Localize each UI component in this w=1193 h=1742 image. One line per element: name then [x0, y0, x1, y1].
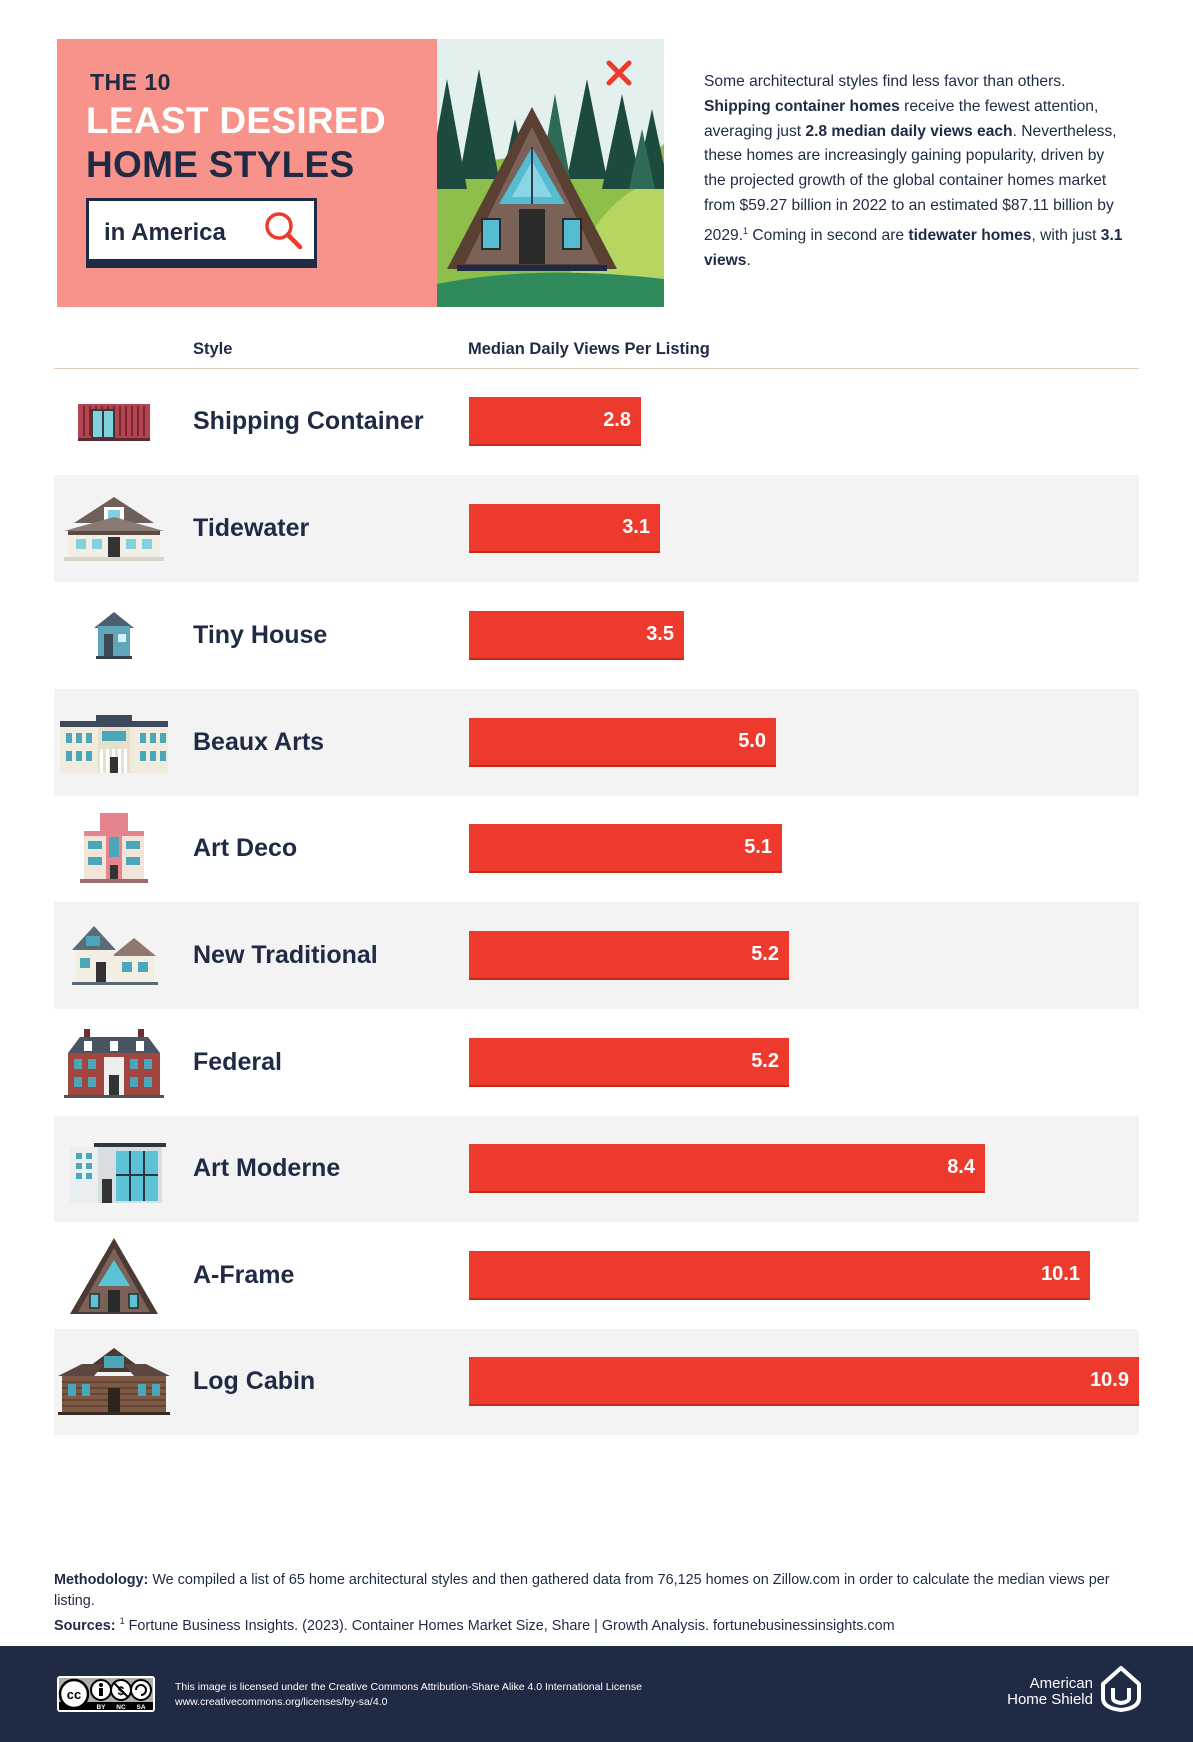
magnifier-icon — [265, 212, 303, 250]
chart-row: Art Deco 5.1 — [54, 796, 1139, 902]
footnotes: Methodology: We compiled a list of 65 ho… — [54, 1570, 1139, 1636]
bar-value-label: 3.5 — [646, 623, 674, 645]
chart-bar: 5.0 — [469, 718, 776, 767]
column-header-views: Median Daily Views Per Listing — [468, 340, 710, 358]
svg-text:NC: NC — [116, 1704, 126, 1711]
svg-text:cc: cc — [67, 1687, 81, 1702]
chart-bar: 2.8 — [469, 397, 641, 446]
license-link[interactable]: www.creativecommons.org/licenses/by-sa/4… — [175, 1696, 388, 1708]
log-cabin-icon — [54, 1342, 174, 1422]
methodology-note: Methodology: We compiled a list of 65 ho… — [54, 1572, 1110, 1609]
chart-bar: 3.5 — [469, 611, 684, 660]
license-text: This image is licensed under the Creativ… — [175, 1680, 642, 1710]
category-label: New Traditional — [193, 941, 378, 969]
chart-bar: 5.2 — [469, 1038, 789, 1087]
category-label: Art Deco — [193, 834, 298, 862]
chart-bar: 5.1 — [469, 824, 782, 873]
new-traditional-house-icon — [54, 916, 174, 996]
category-label: A-Frame — [193, 1261, 295, 1289]
intro-paragraph: Some architectural styles find less favo… — [704, 73, 1123, 269]
chart-bar-rows: Shipping Container 2.8 Tidewater 3.1 Tiny Ho… — [54, 369, 1139, 1435]
footer-bar: cc $ BY NC SA This image is licensed und… — [0, 1646, 1193, 1742]
category-label: Tiny House — [193, 621, 328, 649]
art-deco-house-icon — [54, 809, 174, 889]
chart-row: New Traditional 5.2 — [54, 902, 1139, 1009]
tiny-house-icon — [54, 596, 174, 676]
hero-banner: THE 10 LEAST DESIRED HOME STYLES in Amer… — [57, 39, 664, 307]
chart-bar: 10.9 — [469, 1357, 1139, 1406]
hero-search-box: in America — [86, 198, 317, 268]
chart-bar: 3.1 — [469, 504, 660, 553]
chart-bar: 5.2 — [469, 931, 789, 980]
creative-commons-badge-icon: cc $ BY NC SA — [57, 1676, 155, 1712]
bar-value-label: 5.2 — [751, 1050, 779, 1072]
federal-house-icon — [54, 1023, 174, 1103]
chart-bar: 10.1 — [469, 1251, 1090, 1300]
category-label: Log Cabin — [193, 1367, 316, 1395]
chart-row: Tiny House 3.5 — [54, 582, 1139, 689]
hero-title: LEAST DESIRED HOME STYLES — [86, 99, 386, 187]
brand-logo: American Home Shield — [973, 1664, 1143, 1724]
bar-value-label: 10.9 — [1090, 1369, 1129, 1391]
tidewater-house-icon — [54, 489, 174, 569]
brand-name: American Home Shield — [1007, 1675, 1093, 1708]
chart-row: A-Frame 10.1 — [54, 1222, 1139, 1329]
a-frame-house-icon — [54, 1236, 174, 1316]
category-label: Beaux Arts — [193, 728, 325, 756]
hero-title-line-2: HOME STYLES — [86, 144, 355, 185]
beaux-arts-house-icon — [54, 703, 174, 783]
shipping-container-icon — [54, 382, 174, 462]
x-mark-icon — [606, 60, 632, 86]
category-label: Tidewater — [193, 514, 310, 542]
hero-title-panel: THE 10 LEAST DESIRED HOME STYLES in Amer… — [57, 39, 437, 307]
chart-row: Federal 5.2 — [54, 1009, 1139, 1116]
chart-row: Tidewater 3.1 — [54, 475, 1139, 582]
art-moderne-house-icon — [54, 1129, 174, 1209]
license-line: This image is licensed under the Creativ… — [175, 1681, 642, 1693]
chart-row: Art Moderne 8.4 — [54, 1116, 1139, 1222]
header-divider — [54, 368, 1139, 369]
bar-value-label: 5.2 — [751, 943, 779, 965]
column-header-style: Style — [193, 340, 233, 358]
sources-note: Sources: 1 Fortune Business Insights. (2… — [54, 1616, 895, 1634]
hero-kicker: THE 10 — [90, 69, 171, 95]
bar-value-label: 5.0 — [738, 730, 766, 752]
category-label: Shipping Container — [193, 407, 424, 435]
chart-row: Shipping Container 2.8 — [54, 369, 1139, 475]
category-label: Art Moderne — [193, 1154, 341, 1182]
hero-search-text: in America — [104, 219, 226, 246]
bar-value-label: 2.8 — [603, 409, 631, 431]
bar-value-label: 10.1 — [1041, 1263, 1080, 1285]
bar-value-label: 3.1 — [622, 516, 650, 538]
svg-text:SA: SA — [136, 1704, 145, 1711]
chart-bar: 8.4 — [469, 1144, 985, 1193]
category-label: Federal — [193, 1048, 282, 1076]
chart-row: Beaux Arts 5.0 — [54, 689, 1139, 796]
hero-title-line-1: LEAST DESIRED — [86, 100, 386, 141]
house-shield-icon — [1101, 1666, 1141, 1712]
bar-value-label: 8.4 — [947, 1156, 975, 1178]
a-frame-scene-illustration — [437, 39, 664, 307]
bar-value-label: 5.1 — [744, 836, 772, 858]
chart-row: Log Cabin 10.9 — [54, 1329, 1139, 1435]
svg-text:BY: BY — [96, 1704, 106, 1711]
